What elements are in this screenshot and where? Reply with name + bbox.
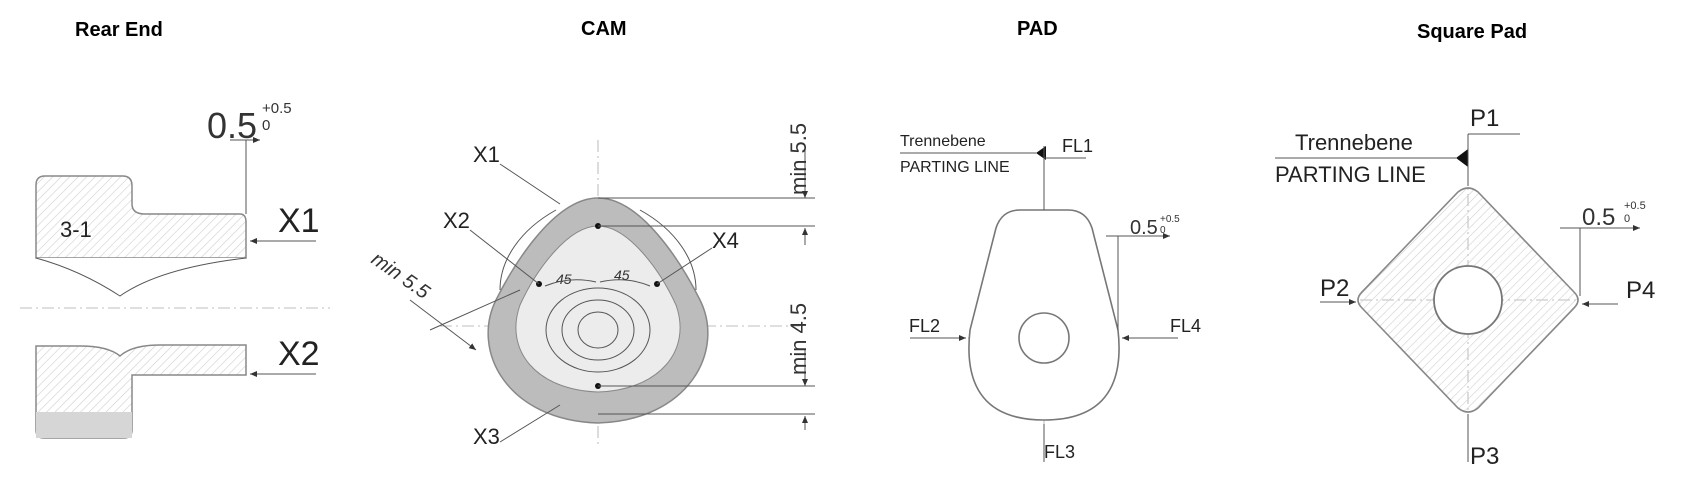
rear-end-shaft-body xyxy=(35,175,247,259)
square-pad-label-p2: P2 xyxy=(1320,275,1349,302)
cam-x4-leader xyxy=(656,247,713,285)
cam-label-x4: X4 xyxy=(712,228,739,253)
cam-ring-inner xyxy=(577,311,619,349)
cam-dim-top: min 5.5 xyxy=(786,123,811,195)
rear-end-part-label: 3-1 xyxy=(60,217,92,242)
square-pad-parting-marker xyxy=(1456,149,1468,167)
rear-end-panel: Rear End 3-1 0.5 +0.5 0 X1 X2 xyxy=(20,19,330,439)
square-pad-label-p4: P4 xyxy=(1626,277,1655,304)
pad-tol-lower: 0 xyxy=(1160,225,1166,236)
pad-label-fl1: FL1 xyxy=(1062,136,1093,156)
cam-x3-leader xyxy=(499,404,561,443)
cam-label-x3: X3 xyxy=(473,424,500,449)
pad-tol-upper: +0.5 xyxy=(1160,214,1180,225)
rear-end-title: Rear End xyxy=(75,19,163,41)
cam-angle-right: 45 xyxy=(614,267,630,283)
square-pad-label-p3: P3 xyxy=(1470,443,1499,470)
square-pad-tol-upper: +0.5 xyxy=(1624,200,1646,212)
rear-end-tol-upper: +0.5 xyxy=(262,100,292,117)
pad-center-hole xyxy=(1018,312,1070,364)
rear-end-neck xyxy=(36,258,246,356)
square-pad-parting-de: Trennebene xyxy=(1295,130,1413,155)
square-pad-center-hole xyxy=(1433,265,1503,335)
cam-label-x1: X1 xyxy=(473,142,500,167)
square-pad-dim-value: 0.5 xyxy=(1582,204,1615,231)
cam-dim-left-arrow xyxy=(409,299,477,351)
rear-end-label-x1: X1 xyxy=(278,202,320,240)
square-pad-tol-lower: 0 xyxy=(1624,213,1630,225)
cam-x1-leader xyxy=(499,163,561,205)
cam-dim-bottom: min 4.5 xyxy=(786,303,811,375)
cam-ring-outer xyxy=(545,287,651,373)
cam-panel: CAM X1 X2 X4 X3 45 45 xyxy=(367,18,815,449)
pad-parting-de: Trennebene xyxy=(900,133,986,150)
pad-title: PAD xyxy=(1017,18,1058,40)
pad-label-fl4: FL4 xyxy=(1170,316,1201,336)
cam-ring-mid xyxy=(561,299,635,361)
cam-lobe-inner xyxy=(515,225,681,393)
square-pad-parting-en: PARTING LINE xyxy=(1275,162,1426,187)
pad-parting-en: PARTING LINE xyxy=(900,159,1010,176)
square-pad-label-p1: P1 xyxy=(1470,105,1499,132)
cam-label-x2: X2 xyxy=(443,208,470,233)
square-pad-panel: Square Pad Trennebene PARTING LINE P1 P2… xyxy=(1275,21,1655,470)
cam-angle-left: 45 xyxy=(556,271,572,287)
pad-dim-value: 0.5 xyxy=(1130,217,1158,239)
cam-dim-left: min 5.5 xyxy=(367,248,434,304)
cam-x2-leader xyxy=(469,229,540,285)
rear-end-dim-value: 0.5 xyxy=(207,105,257,146)
rear-end-label-x2: X2 xyxy=(278,335,320,373)
square-pad-title: Square Pad xyxy=(1417,21,1527,43)
cam-title: CAM xyxy=(581,18,627,40)
rear-end-tol-lower: 0 xyxy=(262,117,270,134)
pad-panel: PAD Trennebene PARTING LINE FL1 FL2 FL3 … xyxy=(900,18,1201,462)
pad-label-fl3: FL3 xyxy=(1044,442,1075,462)
pad-label-fl2: FL2 xyxy=(909,316,940,336)
